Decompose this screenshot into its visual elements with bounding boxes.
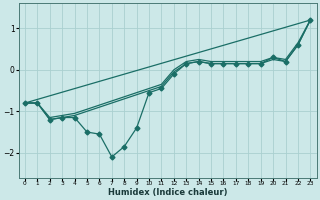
X-axis label: Humidex (Indice chaleur): Humidex (Indice chaleur) — [108, 188, 228, 197]
